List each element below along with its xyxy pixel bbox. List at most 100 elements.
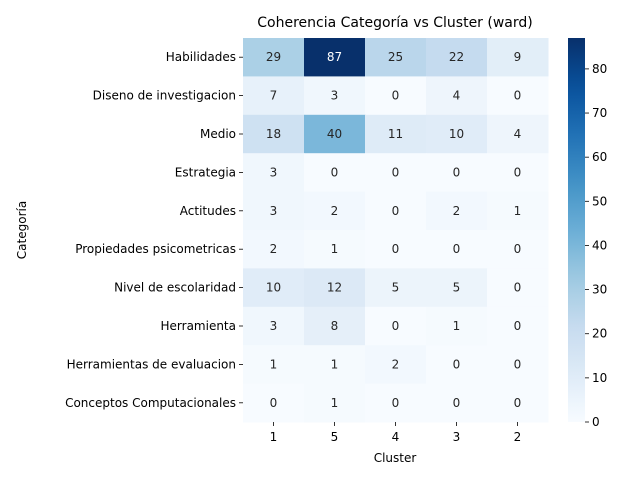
x-tick-label: 4 <box>392 430 400 444</box>
cell-value-label: 0 <box>514 396 522 410</box>
heatmap-cell <box>243 191 305 231</box>
colorbar-tick-label: 80 <box>592 62 607 76</box>
colorbar <box>568 38 585 422</box>
cell-value-label: 5 <box>453 281 461 295</box>
heatmap-cell <box>365 345 427 385</box>
heatmap-cells: 29 87 25 22 97 3 0 4 018 40 11 10 43 0 0 0 03 2 0 2 12 1 0 0 010… <box>243 38 549 423</box>
colorbar-axis: 0 10 20 30 40 50 60 70 80 <box>585 62 607 429</box>
cell-value-label: 0 <box>331 165 339 179</box>
cell-value-label: 0 <box>514 89 522 103</box>
heatmap-cell <box>426 38 488 77</box>
heatmap-cell <box>365 191 427 231</box>
cell-value-label: 9 <box>514 50 522 64</box>
heatmap-cell <box>426 76 488 116</box>
cell-value-label: 29 <box>266 50 281 64</box>
heatmap-cell <box>487 153 549 193</box>
heatmap-cell <box>243 230 305 269</box>
cell-value-label: 0 <box>453 165 461 179</box>
heatmap-cell <box>304 383 366 423</box>
cell-value-label: 2 <box>331 204 339 218</box>
cell-value-label: 3 <box>331 89 339 103</box>
cell-value-label: 4 <box>453 89 461 103</box>
heatmap-cell <box>426 268 488 308</box>
cell-value-label: 0 <box>392 319 400 333</box>
heatmap-cell <box>426 306 488 346</box>
heatmap-cell <box>365 268 427 308</box>
x-tick-label: 1 <box>270 430 278 444</box>
colorbar-tick-label: 10 <box>592 371 607 385</box>
cell-value-label: 0 <box>453 396 461 410</box>
cell-value-label: 1 <box>453 319 461 333</box>
colorbar-tick-label: 20 <box>592 327 607 341</box>
cell-value-label: 0 <box>392 204 400 218</box>
heatmap-cell <box>487 191 549 231</box>
cell-value-label: 0 <box>514 281 522 295</box>
x-axis-label: Cluster <box>374 451 417 465</box>
cell-value-label: 7 <box>270 89 278 103</box>
heatmap-cell <box>365 230 427 269</box>
heatmap-cell <box>304 230 366 269</box>
colorbar-tick-label: 40 <box>592 238 607 252</box>
x-tick-label: 2 <box>514 430 522 444</box>
heatmap-cell <box>365 38 427 77</box>
colorbar-tick-label: 60 <box>592 150 607 164</box>
cell-value-label: 0 <box>453 357 461 371</box>
heatmap-cell <box>365 114 427 154</box>
cell-value-label: 0 <box>392 242 400 256</box>
y-tick-label: Estrategia <box>175 165 236 179</box>
y-tick-label: Herramientas de evaluacion <box>67 357 236 371</box>
cell-value-label: 3 <box>270 204 278 218</box>
cell-value-label: 11 <box>388 127 403 141</box>
y-tick-label: Diseno de investigacion <box>93 89 236 103</box>
cell-value-label: 10 <box>449 127 464 141</box>
cell-value-label: 0 <box>392 89 400 103</box>
heatmap-cell <box>243 268 305 308</box>
cell-value-label: 87 <box>327 50 342 64</box>
heatmap-cell <box>304 306 366 346</box>
colorbar-tick-label: 70 <box>592 106 607 120</box>
cell-value-label: 4 <box>514 127 522 141</box>
heatmap-cell <box>365 306 427 346</box>
y-axis-label: Categoría <box>15 201 29 259</box>
cell-value-label: 2 <box>392 357 400 371</box>
cell-value-label: 0 <box>514 165 522 179</box>
heatmap-cell <box>426 153 488 193</box>
y-tick-label: Propiedades psicometricas <box>75 242 236 256</box>
cell-value-label: 1 <box>270 357 278 371</box>
cell-value-label: 2 <box>453 204 461 218</box>
heatmap-cell <box>304 38 366 77</box>
heatmap-cell <box>487 230 549 269</box>
y-tick-label: Actitudes <box>180 204 236 218</box>
heatmap-cell <box>243 153 305 193</box>
cell-value-label: 25 <box>388 50 403 64</box>
cell-value-label: 0 <box>514 357 522 371</box>
cell-value-label: 0 <box>392 165 400 179</box>
colorbar-tick-label: 50 <box>592 194 607 208</box>
cell-value-label: 1 <box>331 396 339 410</box>
cell-value-label: 18 <box>266 127 281 141</box>
heatmap-cell <box>487 38 549 77</box>
heatmap-cell <box>365 153 427 193</box>
colorbar-tick-label: 30 <box>592 283 607 297</box>
heatmap-cell <box>304 268 366 308</box>
heatmap-cell <box>243 383 305 423</box>
heatmap-cell <box>487 114 549 154</box>
x-tick-label: 3 <box>453 430 461 444</box>
heatmap-cell <box>243 38 305 77</box>
heatmap-cell <box>426 345 488 385</box>
heatmap-cell <box>426 230 488 269</box>
cell-value-label: 0 <box>514 242 522 256</box>
heatmap-cell <box>487 76 549 116</box>
cell-value-label: 0 <box>514 319 522 333</box>
cell-value-label: 2 <box>270 242 278 256</box>
heatmap-cell <box>365 383 427 423</box>
y-tick-label: Habilidades <box>166 50 236 64</box>
cell-value-label: 3 <box>270 165 278 179</box>
cell-value-label: 10 <box>266 281 281 295</box>
heatmap-cell <box>487 383 549 423</box>
y-tick-label: Conceptos Computacionales <box>65 396 236 410</box>
cell-value-label: 0 <box>270 396 278 410</box>
heatmap-cell <box>243 76 305 116</box>
y-axis: Habilidades Diseno de investigacion Medio E… <box>65 50 243 410</box>
